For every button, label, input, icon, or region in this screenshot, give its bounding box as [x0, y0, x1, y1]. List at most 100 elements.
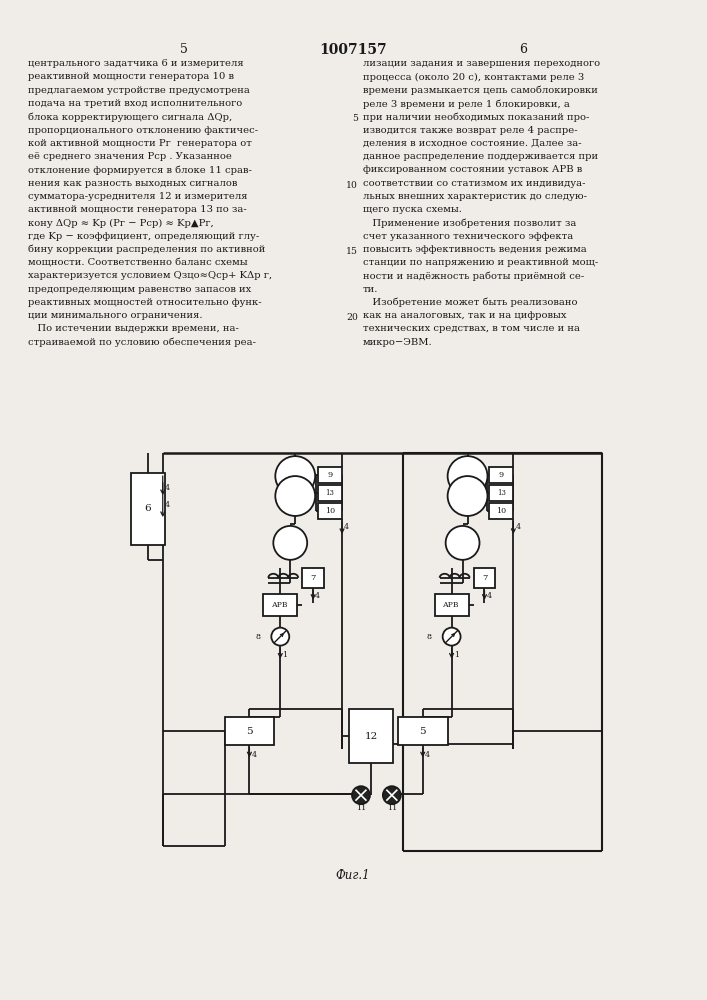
Bar: [263, 594, 297, 616]
Text: 9: 9: [327, 471, 333, 479]
Text: АРВ: АРВ: [443, 601, 460, 609]
Text: 6: 6: [144, 504, 151, 513]
Circle shape: [448, 476, 487, 516]
Text: 5: 5: [246, 727, 252, 736]
Text: 8: 8: [427, 633, 432, 641]
Text: 8: 8: [255, 633, 260, 641]
Circle shape: [443, 628, 460, 646]
Text: нения как разность выходных сигналов: нения как разность выходных сигналов: [28, 179, 238, 188]
Text: 4: 4: [344, 523, 349, 531]
Bar: [225, 717, 274, 745]
Text: соответствии со статизмом их индивидуа-: соответствии со статизмом их индивидуа-: [363, 179, 585, 188]
Text: где Kр − коэффициент, определяющий глу-: где Kр − коэффициент, определяющий глу-: [28, 232, 259, 241]
Text: мощности. Соответственно баланс схемы: мощности. Соответственно баланс схемы: [28, 258, 248, 267]
Text: 12: 12: [364, 732, 378, 741]
Text: 1007157: 1007157: [319, 43, 387, 57]
Text: микро−ЭВМ.: микро−ЭВМ.: [363, 338, 433, 347]
Text: 5: 5: [352, 114, 358, 123]
Text: 5: 5: [180, 43, 187, 56]
Text: 9: 9: [499, 471, 504, 479]
Text: 20: 20: [346, 313, 358, 322]
Circle shape: [448, 456, 487, 496]
Circle shape: [274, 526, 307, 560]
Text: реактивных мощностей относительно функ-: реактивных мощностей относительно функ-: [28, 298, 262, 307]
Bar: [435, 594, 469, 616]
Text: подача на третий вход исполнительного: подача на третий вход исполнительного: [28, 99, 243, 108]
Text: предопределяющим равенство запасов их: предопределяющим равенство запасов их: [28, 285, 252, 294]
Text: пропорционального отклонению фактичес-: пропорционального отклонению фактичес-: [28, 126, 258, 135]
Bar: [131, 473, 165, 545]
Text: реле 3 времени и реле 1 блокировки, а: реле 3 времени и реле 1 блокировки, а: [363, 99, 570, 109]
Circle shape: [275, 476, 315, 516]
Text: 15: 15: [346, 247, 358, 256]
Text: 4: 4: [315, 592, 320, 600]
Text: счет указанного технического эффекта: счет указанного технического эффекта: [363, 232, 573, 241]
Text: 6: 6: [520, 43, 527, 56]
Text: 7: 7: [310, 574, 316, 582]
Text: данное распределение поддерживается при: данное распределение поддерживается при: [363, 152, 598, 161]
Text: 4: 4: [486, 592, 491, 600]
Text: ции минимального ограничения.: ции минимального ограничения.: [28, 311, 203, 320]
Text: страиваемой по условию обеспечения реа-: страиваемой по условию обеспечения реа-: [28, 338, 256, 347]
Bar: [318, 467, 342, 483]
Text: кой активной мощности Рг  генератора от: кой активной мощности Рг генератора от: [28, 139, 252, 148]
Text: Фиг.1: Фиг.1: [336, 869, 370, 882]
Bar: [349, 709, 393, 763]
Text: фиксированном состоянии уставок АРВ в: фиксированном состоянии уставок АРВ в: [363, 165, 582, 174]
Text: По истечении выдержки времени, на-: По истечении выдержки времени, на-: [28, 324, 239, 333]
Text: 4: 4: [165, 484, 170, 492]
Bar: [489, 485, 513, 501]
Text: ти.: ти.: [363, 285, 378, 294]
Text: 13: 13: [497, 489, 506, 497]
Text: отклонение формируется в блоке 11 срав-: отклонение формируется в блоке 11 срав-: [28, 165, 252, 175]
Text: 5: 5: [419, 727, 426, 736]
Text: предлагаемом устройстве предусмотрена: предлагаемом устройстве предусмотрена: [28, 86, 250, 95]
Text: процесса (около 20 с), контактами реле 3: процесса (около 20 с), контактами реле 3: [363, 72, 584, 82]
Text: её среднего значения Рср . Указанное: её среднего значения Рср . Указанное: [28, 152, 232, 161]
Text: характеризуется условием Qзцо≈Qср+ KΔр г,: характеризуется условием Qзцо≈Qср+ KΔр г…: [28, 271, 272, 280]
Bar: [398, 717, 448, 745]
Text: 10: 10: [496, 507, 506, 515]
Text: при наличии необходимых показаний про-: при наличии необходимых показаний про-: [363, 112, 590, 122]
Text: 13: 13: [326, 489, 334, 497]
Bar: [489, 467, 513, 483]
Bar: [489, 503, 513, 519]
Text: 4: 4: [425, 751, 430, 759]
Text: 4: 4: [515, 523, 520, 531]
Text: Изобретение может быть реализовано: Изобретение может быть реализовано: [363, 298, 578, 307]
Text: 1: 1: [454, 651, 459, 659]
Text: щего пуска схемы.: щего пуска схемы.: [363, 205, 462, 214]
Text: 11: 11: [387, 804, 397, 812]
Text: АРВ: АРВ: [272, 601, 288, 609]
Text: Применение изобретения позволит за: Применение изобретения позволит за: [363, 218, 576, 228]
Text: станции по напряжению и реактивной мощ-: станции по напряжению и реактивной мощ-: [363, 258, 598, 267]
Text: льных внешних характеристик до следую-: льных внешних характеристик до следую-: [363, 192, 587, 201]
Text: активной мощности генератора 13 по за-: активной мощности генератора 13 по за-: [28, 205, 247, 214]
Text: деления в исходное состояние. Далее за-: деления в исходное состояние. Далее за-: [363, 139, 582, 148]
Text: 7: 7: [481, 574, 487, 582]
Text: 10: 10: [325, 507, 335, 515]
Text: реактивной мощности генератора 10 в: реактивной мощности генератора 10 в: [28, 72, 234, 81]
Bar: [318, 485, 342, 501]
Circle shape: [271, 628, 289, 646]
Text: времени размыкается цепь самоблокировки: времени размыкается цепь самоблокировки: [363, 86, 598, 95]
Text: повысить эффективность ведения режима: повысить эффективность ведения режима: [363, 245, 587, 254]
Text: 10: 10: [346, 181, 358, 190]
Text: 11: 11: [356, 804, 366, 812]
Text: центрального задатчика 6 и измерителя: центрального задатчика 6 и измерителя: [28, 59, 244, 68]
Text: как на аналоговых, так и на цифровых: как на аналоговых, так и на цифровых: [363, 311, 566, 320]
Circle shape: [445, 526, 479, 560]
Text: 4: 4: [252, 751, 257, 759]
Bar: [318, 503, 342, 519]
Text: сумматора-усреднителя 12 и измерителя: сумматора-усреднителя 12 и измерителя: [28, 192, 247, 201]
Circle shape: [383, 786, 401, 804]
Text: лизации задания и завершения переходного: лизации задания и завершения переходного: [363, 59, 600, 68]
Text: кону ΔQр ≈ Kр (Рг − Рср) ≈ Kр▲Рг,: кону ΔQр ≈ Kр (Рг − Рср) ≈ Kр▲Рг,: [28, 218, 214, 228]
Text: 4: 4: [165, 501, 170, 509]
Text: изводится также возврат реле 4 распре-: изводится также возврат реле 4 распре-: [363, 126, 578, 135]
Circle shape: [275, 456, 315, 496]
Circle shape: [352, 786, 370, 804]
Text: ности и надёжность работы приёмной се-: ности и надёжность работы приёмной се-: [363, 271, 584, 281]
Text: технических средствах, в том числе и на: технических средствах, в том числе и на: [363, 324, 580, 333]
Bar: [474, 568, 496, 588]
